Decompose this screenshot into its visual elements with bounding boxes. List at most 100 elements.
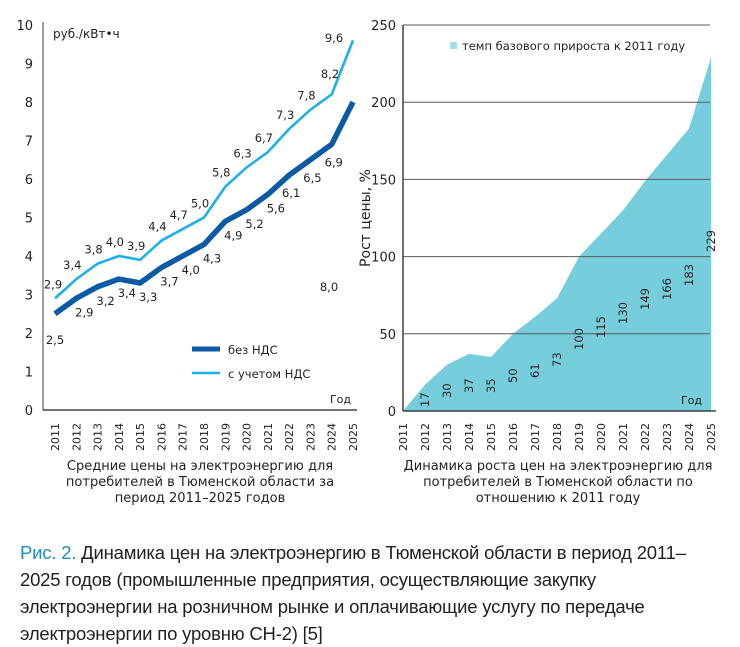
data-label-with-vat: 7,3	[276, 108, 294, 122]
data-label-without-vat: 5,6	[267, 201, 285, 215]
left-y-tick-label: 7	[25, 135, 33, 150]
data-label-without-vat: 3,4	[118, 286, 136, 300]
left-y-tick-label: 1	[25, 366, 33, 381]
figure-label: Рис. 2.	[20, 542, 77, 563]
left-y-tick-label: 8	[25, 96, 33, 111]
left-subtitle-line-2: потребителей в Тюменской области за	[65, 475, 335, 490]
right-y-tick-label: 50	[379, 328, 396, 343]
left-y-tick-label: 6	[25, 173, 33, 188]
figure-caption: Рис. 2. Динамика цен на электроэнергию в…	[20, 539, 725, 647]
data-label-with-vat: 6,7	[255, 131, 273, 145]
area-data-label: 115	[594, 316, 608, 338]
left-x-axis-label: Год	[330, 393, 351, 406]
right-y-axis-label: Рост цены, %	[358, 169, 374, 267]
data-label-without-vat: 4,9	[224, 228, 242, 242]
area-data-label: 61	[528, 363, 542, 378]
area-data-label: 37	[462, 378, 476, 393]
legend-swatch-base-growth	[450, 42, 457, 49]
right-y-tick-label: 100	[371, 251, 396, 266]
left-y-tick-label: 10	[16, 19, 33, 34]
right-y-tick-label: 150	[371, 173, 396, 188]
caption-text: Динамика цен на электроэнергию в Тюменск…	[20, 542, 686, 644]
right-x-tick-label: 2020	[595, 423, 608, 451]
left-subtitle-line-3: период 2011–2025 годов	[114, 491, 286, 506]
right-x-tick-label: 2019	[573, 423, 586, 451]
data-label-without-vat: 2,9	[75, 305, 93, 319]
left-y-tick-label: 5	[25, 212, 33, 227]
data-label-with-vat: 5,0	[191, 197, 209, 211]
data-label-without-vat: 6,1	[282, 186, 300, 200]
left-x-tick-label: 2019	[219, 423, 232, 451]
left-x-tick-label: 2021	[262, 423, 275, 451]
right-subtitle-line-3: отношению к 2011 году	[475, 491, 641, 506]
left-x-tick-label: 2023	[304, 423, 317, 451]
data-label-without-vat: 6,5	[303, 171, 321, 185]
left-x-tick-label: 2014	[113, 423, 126, 451]
legend-label-without-vat: без НДС	[228, 343, 278, 357]
right-x-tick-label: 2018	[551, 423, 564, 451]
data-label-with-vat: 8,2	[321, 67, 339, 81]
right-chart-subtitle: Динамика роста цен на электроэнергию для…	[393, 459, 723, 507]
right-x-axis-label: Год	[681, 394, 702, 407]
series-line-with-vat	[54, 39, 355, 300]
area-data-label: 30	[440, 383, 454, 398]
data-label-with-vat: 4,0	[106, 235, 124, 249]
area-data-label: 130	[616, 302, 630, 324]
left-x-tick-label: 2016	[155, 423, 168, 451]
area-data-label: 183	[682, 264, 696, 286]
data-label-with-vat: 3,9	[127, 239, 145, 253]
left-line-chart: 0 1 2 3 4 5 6 7 8 9 10 руб./кВт•ч Год 2011 2012 2013 201…	[16, 19, 360, 451]
right-x-tick-label: 2024	[683, 423, 696, 451]
left-x-tick-label: 2012	[70, 423, 83, 451]
left-x-tick-label: 2024	[326, 423, 339, 451]
right-y-tick-label: 200	[371, 96, 396, 111]
data-label-without-vat: 5,2	[245, 217, 263, 231]
area-data-label: 149	[638, 288, 652, 310]
data-label-with-vat: 3,4	[63, 258, 81, 272]
left-x-tick-label: 2015	[134, 423, 147, 451]
right-x-tick-label: 2017	[529, 423, 542, 451]
area-data-label: 73	[550, 352, 564, 367]
right-area-chart: 0 50 100 150 200 250 Рост цены, % Год 2011 2012 20…	[358, 19, 718, 451]
data-label-without-vat: 4,3	[203, 251, 221, 265]
area-data-label: 17	[418, 392, 432, 407]
area-data-label: 35	[484, 378, 498, 393]
left-x-tick-label: 2013	[92, 423, 105, 451]
left-x-tick-label: 2020	[241, 423, 254, 451]
data-label-with-vat: 6,3	[233, 146, 251, 160]
data-label-with-vat: 2,9	[44, 277, 62, 291]
right-subtitle-line-2: потребителей в Тюменской области по	[423, 475, 693, 490]
right-x-tick-label: 2015	[485, 423, 498, 451]
data-label-without-vat: 8,0	[320, 280, 338, 294]
left-x-tick-label: 2011	[49, 423, 62, 451]
left-y-tick-label: 0	[25, 404, 33, 419]
data-label-without-vat: 4,0	[182, 263, 200, 277]
left-y-unit-label: руб./кВт•ч	[53, 27, 120, 41]
left-subtitle-line-1: Средние цены на электроэнергию для	[66, 459, 334, 474]
data-label-with-vat: 3,8	[84, 243, 102, 257]
area-data-label: 229	[704, 230, 718, 252]
area-data-label: 166	[660, 278, 674, 300]
area-data-label: 50	[506, 368, 520, 383]
right-x-tick-label: 2012	[419, 423, 432, 451]
left-y-tick-label: 2	[25, 327, 33, 342]
data-label-without-vat: 2,5	[46, 333, 64, 347]
data-label-without-vat: 3,3	[139, 290, 157, 304]
right-x-tick-label: 2014	[463, 423, 476, 451]
right-x-tick-label: 2025	[705, 423, 718, 451]
data-label-without-vat: 3,2	[96, 294, 114, 308]
right-x-tick-label: 2022	[639, 423, 652, 451]
data-label-with-vat: 9,6	[325, 31, 343, 45]
right-x-tick-label: 2013	[441, 423, 454, 451]
left-y-tick-label: 4	[25, 250, 33, 265]
legend-label-base-growth: темп базового прироста к 2011 году	[462, 39, 685, 53]
data-label-without-vat: 6,9	[325, 155, 343, 169]
series-line-without-vat	[53, 100, 356, 316]
right-x-tick-label: 2016	[507, 423, 520, 451]
left-y-tick-label: 9	[25, 58, 33, 73]
right-x-tick-label: 2021	[617, 423, 630, 451]
left-x-tick-label: 2022	[283, 423, 296, 451]
data-label-with-vat: 5,8	[212, 166, 230, 180]
left-x-tick-label: 2018	[198, 423, 211, 451]
